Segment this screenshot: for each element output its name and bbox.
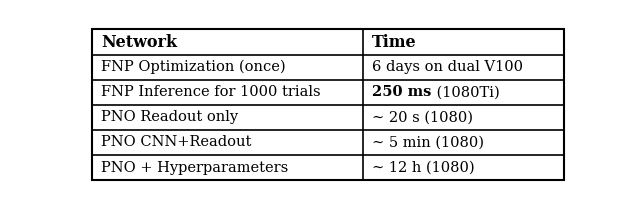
Text: PNO CNN+Readout: PNO CNN+Readout [101, 136, 252, 150]
Text: 6 days on dual V100: 6 days on dual V100 [372, 60, 524, 74]
Text: FNP Inference for 1000 trials: FNP Inference for 1000 trials [101, 85, 321, 99]
Text: Time: Time [372, 34, 417, 50]
Text: (1080Ti): (1080Ti) [431, 85, 499, 99]
Text: PNO + Hyperparameters: PNO + Hyperparameters [101, 161, 289, 175]
Text: ∼ 12 h (1080): ∼ 12 h (1080) [372, 161, 475, 175]
Text: 250 ms: 250 ms [372, 85, 431, 99]
Text: ∼ 5 min (1080): ∼ 5 min (1080) [372, 136, 484, 150]
Text: Network: Network [101, 34, 177, 50]
Text: PNO Readout only: PNO Readout only [101, 110, 239, 124]
Text: ∼ 20 s (1080): ∼ 20 s (1080) [372, 110, 473, 124]
Text: FNP Optimization (once): FNP Optimization (once) [101, 60, 286, 74]
